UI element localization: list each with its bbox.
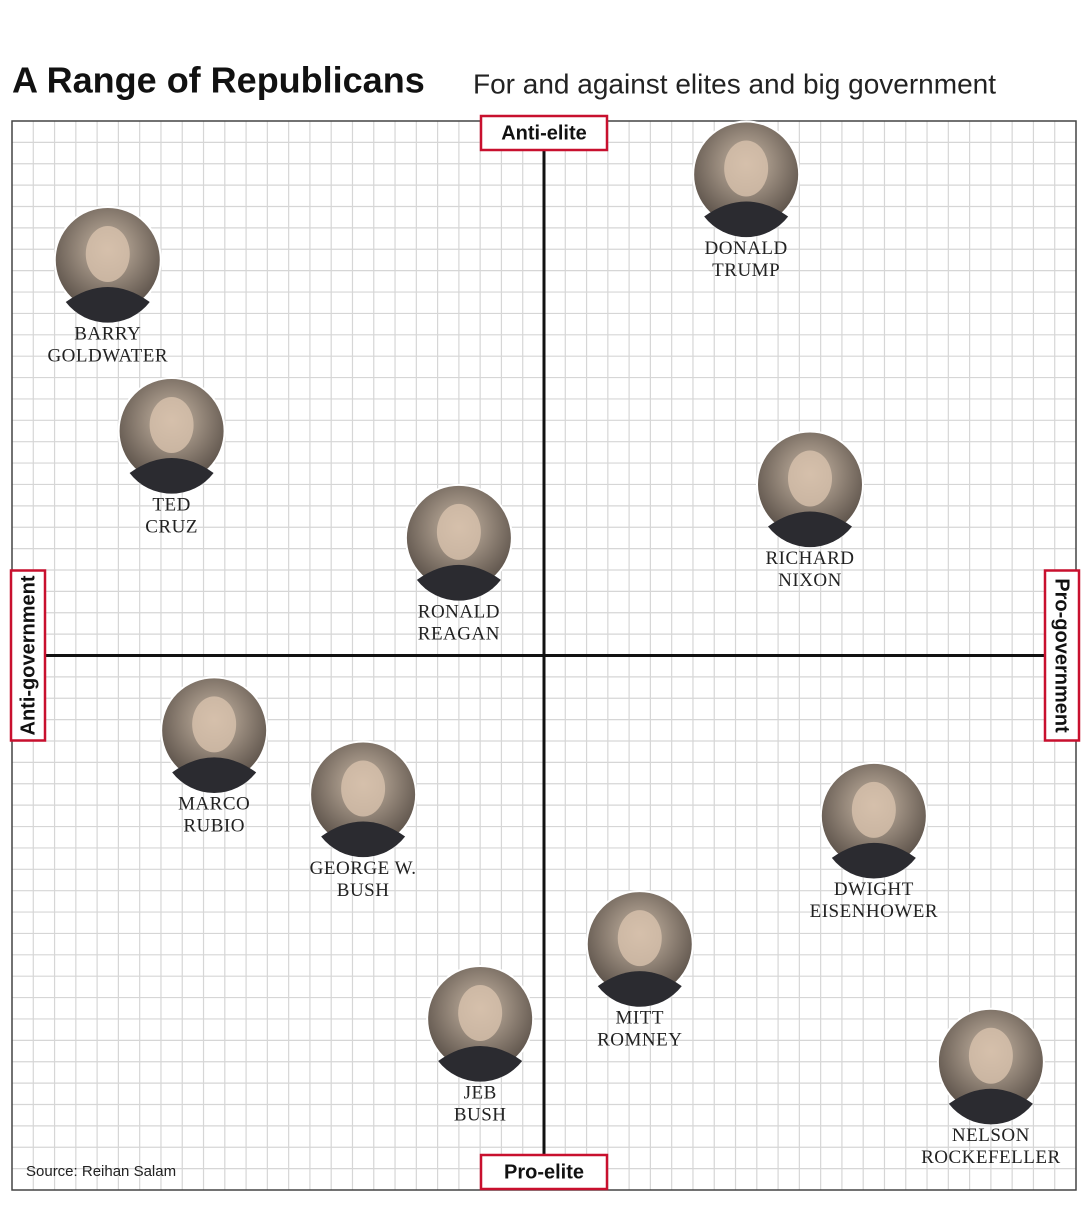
portrait-shoulders (65, 286, 150, 323)
person-name: RICHARD (765, 548, 854, 569)
axis-label-frame (1043, 569, 1081, 742)
person-name: TED (152, 494, 190, 515)
person-name: BARRY (74, 323, 141, 344)
portrait-head (724, 140, 769, 197)
person-name: TRUMP (712, 260, 780, 281)
person-name: DONALD (705, 238, 788, 259)
person-name: RUBIO (183, 816, 245, 837)
portrait-shoulders (831, 842, 916, 879)
portrait-shoulders (948, 1088, 1033, 1125)
portrait-head (968, 1027, 1013, 1084)
person-name: JEB (464, 1082, 497, 1103)
axis-label: Anti-elite (501, 122, 587, 144)
chart-subtitle: For and against elites and big governmen… (473, 68, 996, 99)
portrait-shoulders (704, 201, 789, 238)
portrait-head (149, 397, 194, 454)
portrait-head (458, 984, 503, 1041)
portrait-head (85, 225, 130, 282)
axis-label-box: Anti-elite (479, 114, 609, 152)
axis-label-box: Pro-elite (479, 1153, 609, 1191)
portrait-head (617, 910, 662, 967)
person-name: ROMNEY (597, 1029, 682, 1050)
axis-label: Anti-government (17, 575, 39, 735)
axis-label-frame (9, 569, 47, 742)
person-name: DWIGHT (834, 879, 914, 900)
axis-label-box: Anti-government (9, 569, 47, 742)
axis-label-box: Pro-government (1043, 569, 1081, 742)
chart-title: A Range of Republicans (12, 60, 425, 101)
person-name: GOLDWATER (47, 345, 168, 366)
portrait-shoulders (321, 821, 406, 858)
portrait-shoulders (768, 511, 852, 548)
person-name: REAGAN (418, 623, 500, 644)
axis-label: Pro-government (1051, 578, 1073, 733)
portrait-head (341, 760, 386, 817)
axis-label-frame (479, 114, 609, 152)
portrait-shoulders (129, 458, 214, 494)
person-name: MITT (616, 1007, 664, 1028)
person-name: NELSON (952, 1125, 1030, 1146)
person-name: RONALD (418, 601, 500, 622)
person-name: EISENHOWER (810, 901, 938, 922)
person-name: BUSH (337, 880, 390, 901)
person-name: BUSH (454, 1104, 507, 1125)
source-note: Source: Reihan Salam (26, 1163, 176, 1180)
axis-label: Pro-elite (504, 1161, 584, 1183)
person-name: CRUZ (145, 516, 198, 537)
portrait-head (788, 450, 832, 507)
person-name: ROCKEFELLER (921, 1147, 1061, 1168)
axis-label-frame (479, 1153, 609, 1191)
portrait-shoulders (597, 971, 682, 1007)
portrait-shoulders (172, 757, 257, 794)
portrait-shoulders (416, 564, 501, 601)
portrait-head (192, 696, 237, 753)
portrait-head (436, 503, 481, 560)
portrait-head (851, 781, 896, 838)
person-name: NIXON (778, 570, 842, 591)
person-name: GEORGE W. (310, 858, 417, 879)
portrait-shoulders (438, 1045, 523, 1082)
person-name: MARCO (178, 794, 250, 815)
